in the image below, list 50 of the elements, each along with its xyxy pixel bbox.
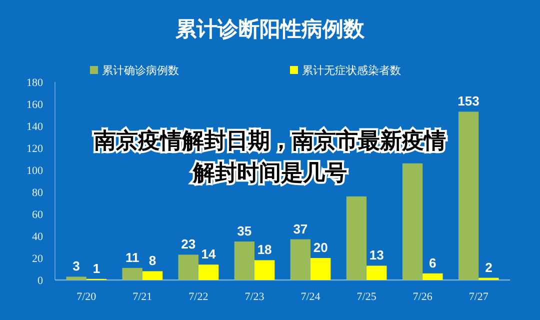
y-tick-label: 0 (38, 275, 44, 287)
data-label: 3 (72, 258, 80, 274)
data-label: 6 (429, 255, 436, 270)
y-tick-label: 140 (26, 121, 44, 133)
x-tick-label: 7/22 (188, 291, 208, 303)
data-label: 23 (181, 236, 196, 252)
data-label: 11 (125, 250, 140, 265)
x-tick-label: 7/25 (356, 291, 377, 303)
y-tick-label: 20 (32, 253, 44, 265)
bar (458, 112, 479, 280)
x-tick-label: 7/21 (132, 291, 152, 303)
bar (254, 260, 275, 280)
bar (122, 268, 142, 280)
data-label: 20 (313, 240, 328, 255)
legend-label: 累计确诊病例数 (102, 64, 179, 77)
x-tick-label: 7/26 (412, 291, 433, 303)
legend-label: 累计无症状感染者数 (302, 64, 401, 77)
bar (198, 264, 219, 280)
y-tick-label: 60 (32, 209, 44, 221)
bar (66, 276, 86, 280)
annotation: 南京疫情解封日期，南京市最新疫情解封时间是几号 (93, 128, 446, 186)
bar (366, 266, 387, 280)
data-label: 13 (369, 248, 384, 263)
data-label: 35 (237, 224, 252, 238)
y-tick-label: 80 (32, 187, 44, 199)
data-label: 8 (148, 253, 156, 268)
bar (178, 254, 198, 280)
bar (234, 242, 254, 280)
data-label: 18 (257, 242, 272, 258)
x-tick-label: 7/27 (468, 291, 489, 303)
x-tick-label: 7/24 (300, 291, 321, 303)
data-label: 2 (485, 260, 492, 275)
data-label: 14 (201, 246, 217, 262)
chart-title: 累计诊断阳性病例数 (174, 17, 366, 41)
bar (402, 163, 423, 280)
bar (422, 273, 443, 280)
y-tick-label: 100 (26, 165, 44, 177)
y-tick-label: 40 (32, 231, 44, 243)
data-label: 37 (293, 221, 308, 236)
y-tick-label: 160 (26, 99, 44, 111)
x-tick-label: 7/20 (76, 291, 97, 303)
bar (290, 239, 311, 280)
data-label: 153 (458, 94, 480, 109)
bar (310, 258, 331, 280)
y-tick-label: 180 (26, 77, 44, 89)
bar (346, 196, 367, 280)
bar (142, 271, 163, 280)
y-tick-label: 120 (26, 143, 44, 155)
data-label: 1 (92, 260, 100, 276)
x-tick-label: 7/23 (244, 291, 265, 303)
